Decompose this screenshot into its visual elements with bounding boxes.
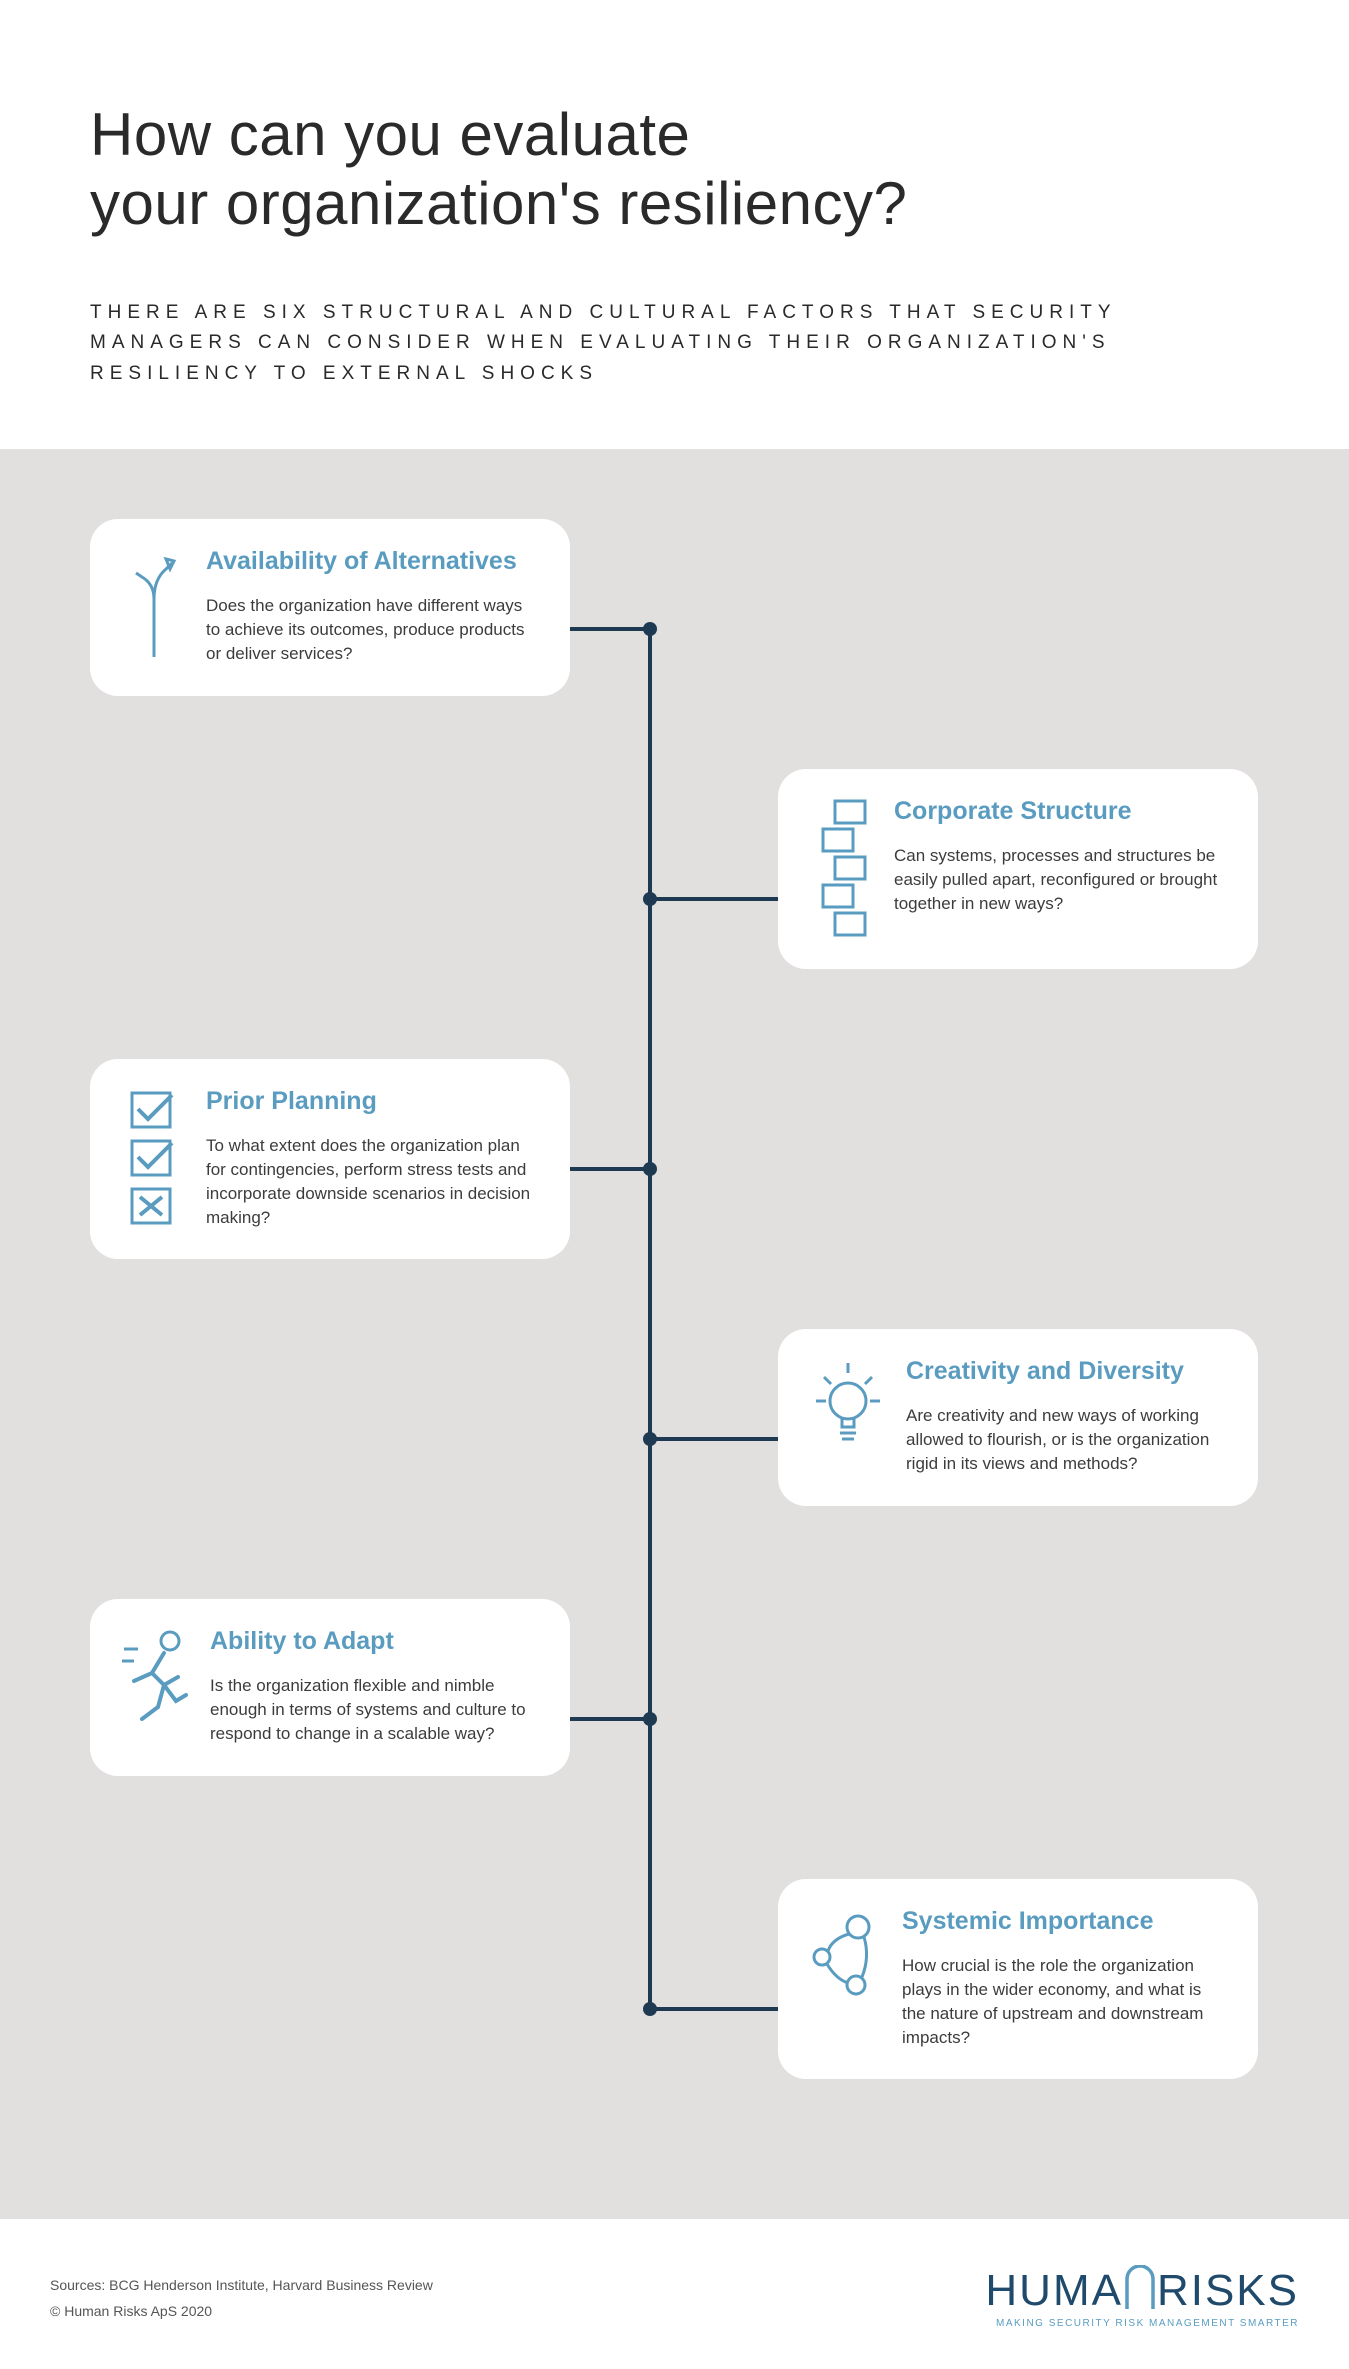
card-title: Corporate Structure — [894, 797, 1228, 826]
cards-container: Availability of Alternatives Does the or… — [90, 519, 1259, 2099]
page-wrapper: How can you evaluate your organization's… — [0, 0, 1349, 2369]
factor-card-adapt: Ability to Adapt Is the organization fle… — [90, 1599, 570, 1775]
title-line-1: How can you evaluate — [90, 101, 690, 168]
card-title: Prior Planning — [206, 1087, 540, 1116]
checklist-icon — [120, 1087, 188, 1229]
page-title: How can you evaluate your organization's… — [90, 100, 1259, 238]
diagram-area: Availability of Alternatives Does the or… — [0, 449, 1349, 2219]
card-desc: How crucial is the role the organization… — [902, 1954, 1228, 2049]
logo-arc-icon — [1123, 2265, 1157, 2305]
lightbulb-icon — [808, 1357, 888, 1475]
page-subtitle: THERE ARE SIX STRUCTURAL AND CULTURAL FA… — [90, 298, 1259, 389]
card-body: Prior Planning To what extent does the o… — [206, 1087, 540, 1229]
branching-arrow-icon — [120, 547, 188, 665]
factor-card-systemic: Systemic Importance How crucial is the r… — [778, 1879, 1258, 2079]
logo-part-2: RISKS — [1157, 2266, 1299, 2316]
card-body: Creativity and Diversity Are creativity … — [906, 1357, 1228, 1475]
logo-part-1: HUMA — [985, 2266, 1123, 2316]
card-desc: Can systems, processes and structures be… — [894, 844, 1228, 915]
card-body: Ability to Adapt Is the organization fle… — [210, 1627, 540, 1745]
header-section: How can you evaluate your organization's… — [0, 0, 1349, 449]
footer-section: Sources: BCG Henderson Institute, Harvar… — [0, 2219, 1349, 2369]
factor-card-creativity: Creativity and Diversity Are creativity … — [778, 1329, 1258, 1505]
card-body: Corporate Structure Can systems, process… — [894, 797, 1228, 939]
card-body: Systemic Importance How crucial is the r… — [902, 1907, 1228, 2049]
card-title: Systemic Importance — [902, 1907, 1228, 1936]
card-desc: To what extent does the organization pla… — [206, 1134, 540, 1229]
logo-text: HUMA RISKS — [985, 2259, 1299, 2316]
card-desc: Does the organization have different way… — [206, 594, 540, 665]
copyright-text: © Human Risks ApS 2020 — [50, 2303, 433, 2319]
factor-card-planning: Prior Planning To what extent does the o… — [90, 1059, 570, 1259]
sources-text: Sources: BCG Henderson Institute, Harvar… — [50, 2277, 433, 2293]
factor-card-alternatives: Availability of Alternatives Does the or… — [90, 519, 570, 695]
card-title: Ability to Adapt — [210, 1627, 540, 1656]
logo-tagline: MAKING SECURITY RISK MANAGEMENT SMARTER — [985, 2318, 1299, 2329]
card-desc: Are creativity and new ways of working a… — [906, 1404, 1228, 1475]
stacked-boxes-icon — [808, 797, 876, 939]
logo-block: HUMA RISKS MAKING SECURITY RISK MANAGEME… — [985, 2259, 1299, 2329]
card-title: Creativity and Diversity — [906, 1357, 1228, 1386]
network-nodes-icon — [808, 1907, 884, 2049]
factor-card-structure: Corporate Structure Can systems, process… — [778, 769, 1258, 969]
card-desc: Is the organization flexible and nimble … — [210, 1674, 540, 1745]
sources-block: Sources: BCG Henderson Institute, Harvar… — [50, 2277, 433, 2329]
card-body: Availability of Alternatives Does the or… — [206, 547, 540, 665]
runner-icon — [120, 1627, 192, 1745]
card-title: Availability of Alternatives — [206, 547, 540, 576]
title-line-2: your organization's resiliency? — [90, 170, 907, 237]
